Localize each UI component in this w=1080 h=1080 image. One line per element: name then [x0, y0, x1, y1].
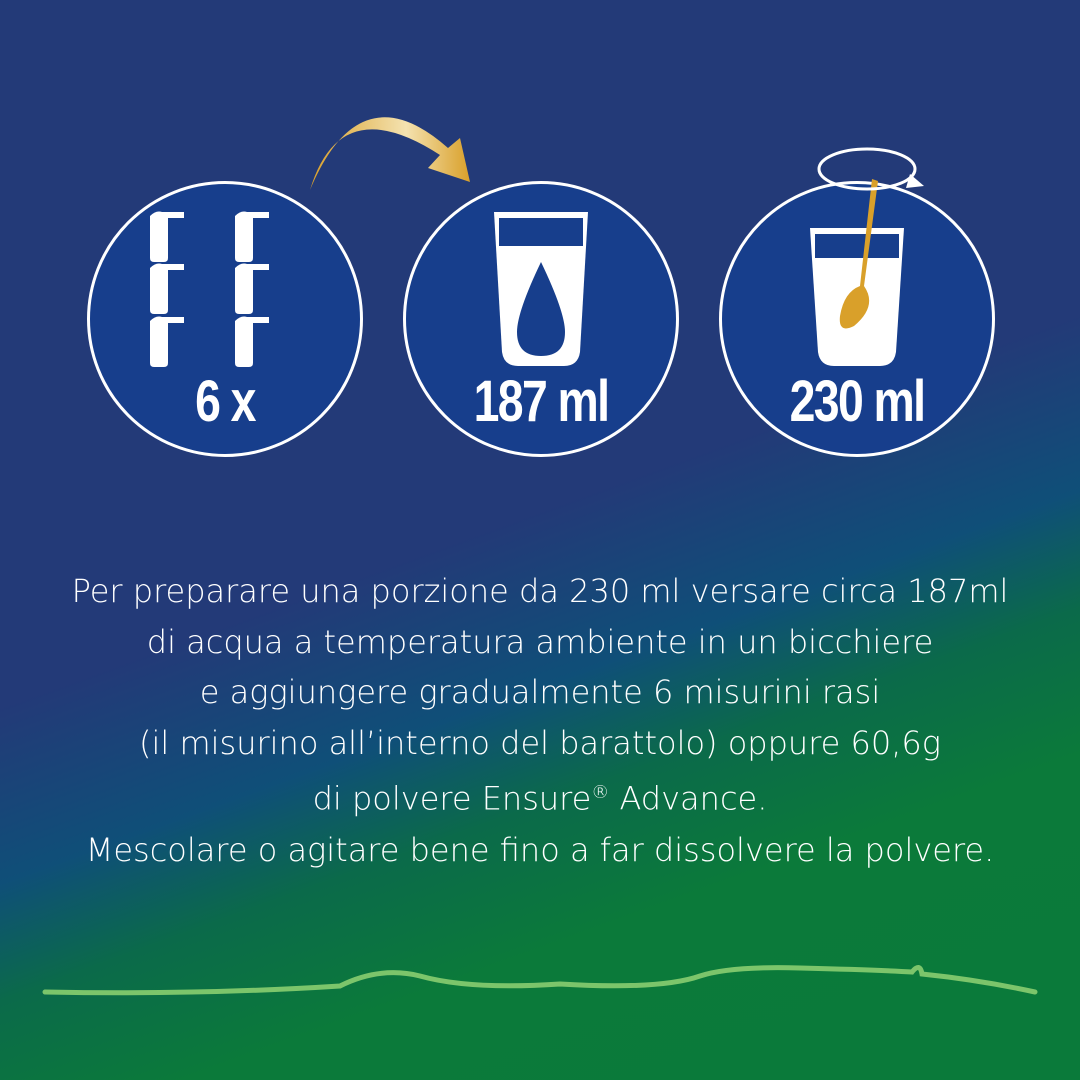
measuring-scoops-icon	[150, 211, 269, 367]
step-water: 187 ml	[403, 181, 679, 457]
step-stir: 230 ml	[719, 147, 995, 457]
instruction-line: Mescolare o agitare bene fino a far diss…	[85, 830, 995, 869]
glass-water-drop-icon	[494, 212, 588, 366]
arrow-icon	[310, 117, 470, 190]
instruction-line: e aggiungere gradualmente 6 misurini ras…	[199, 673, 881, 712]
wave-line	[42, 965, 1038, 996]
instruction-line: di acqua a temperatura ambiente in un bi…	[146, 622, 934, 661]
instructions: Per preparare una porzione da 230 ml ver…	[0, 566, 1080, 875]
instruction-line: (il misurino all’interno del barattolo) …	[139, 723, 941, 762]
step-label: 187 ml	[473, 369, 610, 434]
glass-spoon-stir-icon	[810, 147, 924, 366]
step-label: 6 x	[195, 369, 256, 434]
step-label: 230 ml	[789, 369, 926, 434]
step-scoops: 6 x	[87, 181, 363, 457]
text: di polvere Ensure	[312, 780, 592, 819]
instruction-line: di polvere Ensure® Advance.	[0, 768, 1080, 824]
instruction-line: Per preparare una porzione da 230 ml ver…	[71, 572, 1009, 610]
registered-mark: ®	[591, 782, 610, 804]
text: Advance.	[609, 780, 768, 819]
